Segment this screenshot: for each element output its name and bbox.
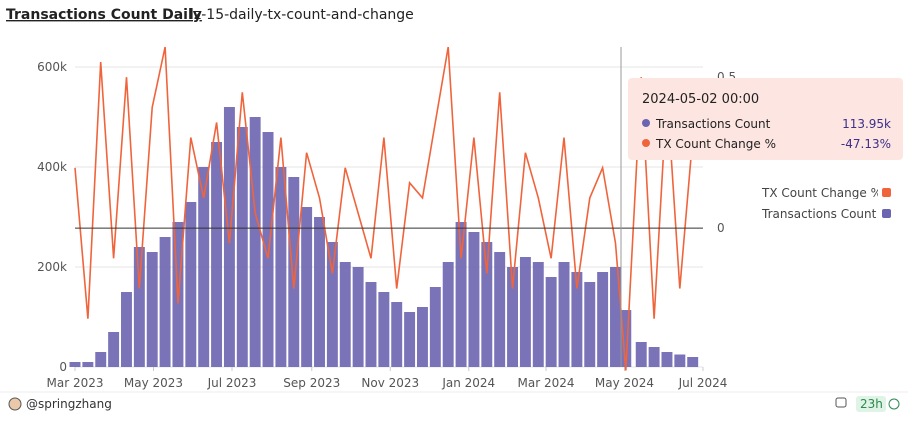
bar <box>159 237 171 367</box>
legend-swatch <box>882 209 891 218</box>
bar <box>416 307 428 367</box>
status-icon <box>888 398 900 410</box>
bar <box>326 242 338 367</box>
chart-title[interactable]: Transactions Count Daily <box>6 7 202 23</box>
bar <box>378 292 390 367</box>
camera-icon[interactable] <box>835 397 847 408</box>
age: 23h <box>860 397 883 411</box>
x-tick-label: May 2024 <box>595 376 654 390</box>
legend-label[interactable]: Transactions Count <box>761 207 877 221</box>
bar <box>468 232 480 367</box>
y-tick-label: 400k <box>37 160 67 174</box>
plot: 0 200k 400k 600k Mar 2023 May 2023 Jul 2023 Sep… <box>37 46 891 390</box>
tooltip-dot <box>642 119 650 127</box>
bar <box>494 252 506 367</box>
x-tick-label: Jul 2023 <box>207 376 257 390</box>
bar <box>314 217 325 367</box>
y2-tick-label: 0 <box>717 221 725 235</box>
bar <box>339 262 351 367</box>
bar <box>620 310 632 367</box>
bar <box>275 167 287 367</box>
tooltip-series: Transactions Count <box>655 117 771 131</box>
bar <box>532 262 544 367</box>
bar <box>288 177 300 367</box>
age-badge <box>856 396 886 412</box>
bar <box>146 252 158 367</box>
bar <box>133 247 145 367</box>
bar <box>121 292 132 367</box>
bar <box>185 202 197 367</box>
avatar[interactable] <box>8 397 22 411</box>
bar <box>635 342 647 367</box>
bar <box>262 132 274 367</box>
y-tick-label: 600k <box>37 60 67 74</box>
bar <box>365 282 377 367</box>
bar <box>584 282 596 367</box>
bar <box>661 352 673 367</box>
x-tick-label: Jan 2024 <box>441 376 495 390</box>
bar <box>674 354 686 367</box>
author[interactable]: @springzhang <box>26 397 112 411</box>
tooltip <box>628 78 903 160</box>
bar <box>198 167 210 367</box>
bar <box>610 267 621 367</box>
bar <box>481 242 493 367</box>
tooltip-date: 2024-05-02 00:00 <box>642 92 759 107</box>
bar <box>558 262 570 367</box>
bar <box>687 357 699 367</box>
tooltip-series: TX Count Change % <box>655 137 776 151</box>
bar <box>391 302 403 367</box>
bar <box>442 262 454 367</box>
bar <box>249 117 261 367</box>
legend-swatch <box>882 188 891 197</box>
tooltip-value: -47.13% <box>841 137 891 151</box>
y-tick-label: 200k <box>37 260 67 274</box>
line <box>74 46 694 371</box>
x-tick-label: Nov 2023 <box>361 376 419 390</box>
x-tick-label: Sep 2023 <box>283 376 340 390</box>
legend-label[interactable]: TX Count Change % <box>761 186 882 200</box>
query-name[interactable]: lz-15-daily-tx-count-and-change <box>190 7 414 23</box>
y-tick-label: 0 <box>59 360 67 374</box>
x-tick-label: May 2023 <box>124 376 183 390</box>
bar <box>597 272 609 367</box>
bar <box>95 352 107 367</box>
bar <box>648 347 660 367</box>
bar <box>404 312 416 367</box>
x-tick-label: Mar 2023 <box>47 376 104 390</box>
bar <box>211 142 223 367</box>
x-tick-label: Jul 2024 <box>678 376 728 390</box>
bar <box>108 332 120 367</box>
bar <box>82 362 94 367</box>
bar <box>519 257 531 367</box>
bar <box>429 287 441 367</box>
bar <box>545 277 557 367</box>
bar <box>455 222 467 367</box>
bar <box>69 362 81 367</box>
bar <box>571 272 583 367</box>
bar <box>301 207 313 367</box>
tooltip-dot <box>642 139 650 147</box>
bar <box>236 127 248 367</box>
bar <box>507 267 519 367</box>
bar <box>352 267 364 367</box>
x-tick-label: Mar 2024 <box>518 376 575 390</box>
tooltip-value: 113.95k <box>842 117 891 131</box>
